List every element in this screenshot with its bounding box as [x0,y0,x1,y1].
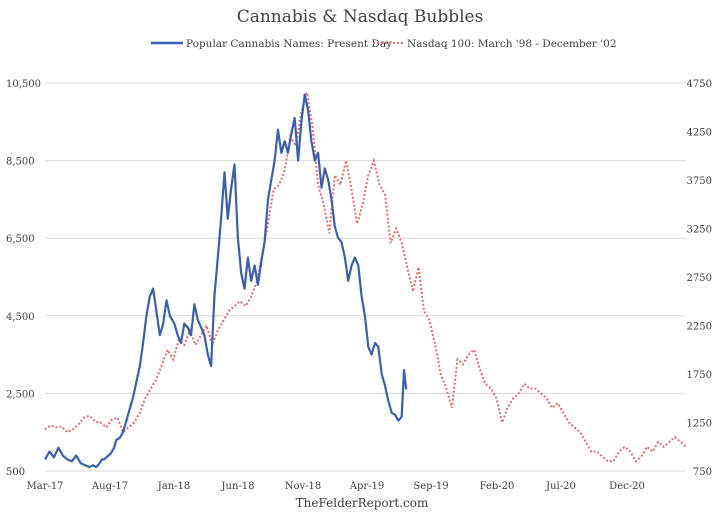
x-tick-label: Apr-19 [349,481,385,492]
x-tick-label: Feb-20 [480,481,515,492]
series-lines [44,92,687,469]
right-tick-label: 4750 [687,79,712,90]
x-tick-label: Nov-18 [285,481,322,492]
right-tick-label: 3250 [687,225,712,236]
x-tick-label: Jun-18 [221,481,255,492]
footer-credit: TheFelderReport.com [296,496,429,510]
legend-label-cannabis: Popular Cannabis Names: Present Day [186,38,392,50]
x-tick-label: Mar-17 [26,481,63,492]
left-tick-label: 500 [6,467,25,478]
left-tick-label: 8,500 [6,157,35,168]
left-tick-label: 2,500 [6,389,35,400]
series-line-cannabis [44,93,408,469]
legend: Popular Cannabis Names: Present Day Nasd… [151,38,617,50]
x-tick-label: Dec-20 [609,481,645,492]
right-tick-label: 750 [693,467,712,478]
right-tick-label: 3750 [687,176,712,187]
right-axis-ticks: 750 1250 1750 2250 2750 3250 3750 4250 4750 [687,79,712,478]
x-tick-label: Jan-18 [157,481,191,492]
series-line-nasdaq [44,92,687,463]
x-axis-ticks: Mar-17 Aug-17 Jan-18 Jun-18 Nov-18 Apr-19 Sep-… [26,481,644,492]
chart-title: Cannabis & Nasdaq Bubbles [237,7,484,27]
right-tick-label: 2750 [687,273,712,284]
left-tick-label: 6,500 [6,234,35,245]
legend-label-nasdaq: Nasdaq 100: March '98 - December '02 [407,38,617,50]
left-tick-label: 4,500 [6,312,35,323]
x-tick-label: Aug-17 [91,481,128,492]
right-tick-label: 1250 [687,419,712,430]
left-tick-label: 10,500 [6,79,41,90]
left-axis-ticks: 500 2,500 4,500 6,500 8,500 10,500 [6,79,41,478]
x-tick-label: Jul-20 [545,481,576,492]
right-tick-label: 4250 [687,128,712,139]
gridlines [45,82,686,472]
right-tick-label: 2250 [687,322,712,333]
x-tick-label: Sep-19 [413,481,448,492]
right-tick-label: 1750 [687,370,712,381]
